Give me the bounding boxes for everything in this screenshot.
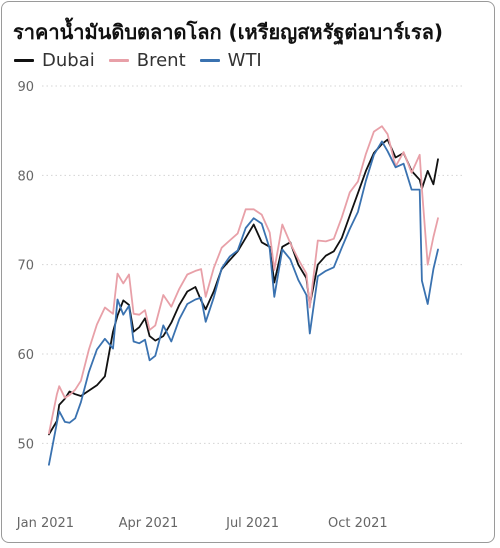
series-line-brent	[48, 125, 439, 435]
x-tick-label: Oct 2021	[328, 516, 388, 531]
x-tick-label: Apr 2021	[119, 516, 179, 531]
legend-item-dubai: Dubai	[14, 50, 95, 71]
chart-title: ราคาน้ำมันดิบตลาดโลก (เหรียญสหรัฐต่อบาร์…	[13, 20, 444, 44]
legend-label: Brent	[136, 50, 186, 71]
y-tick-label: 90	[17, 80, 34, 95]
chart-card: ราคาน้ำมันดิบตลาดโลก (เหรียญสหรัฐต่อบาร์…	[1, 1, 495, 543]
x-tick-label: Jan 2021	[16, 516, 74, 531]
legend-label: WTI	[227, 50, 262, 71]
chart-legend: Dubai Brent WTI	[14, 50, 276, 71]
x-tick-label: Jul 2021	[225, 516, 279, 531]
legend-swatch	[199, 59, 220, 62]
series-line-dubai	[48, 138, 439, 436]
legend-label: Dubai	[42, 50, 95, 71]
series-line-wti	[48, 140, 439, 466]
legend-item-brent: Brent	[108, 50, 186, 71]
y-tick-label: 60	[17, 348, 34, 363]
y-tick-label: 50	[17, 437, 34, 452]
legend-swatch	[108, 59, 129, 62]
legend-swatch	[14, 59, 34, 62]
y-tick-label: 70	[17, 259, 34, 274]
legend-item-wti: WTI	[199, 50, 262, 71]
y-tick-label: 80	[17, 169, 34, 184]
